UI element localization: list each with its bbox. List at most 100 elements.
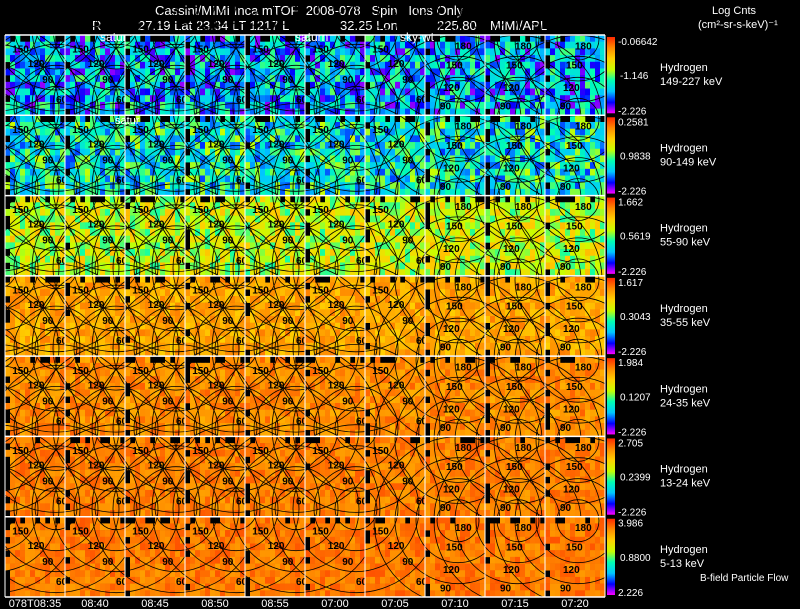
heatmap-cell bbox=[180, 309, 186, 317]
heatmap-cell bbox=[90, 168, 96, 176]
heatmap-cell bbox=[340, 148, 346, 156]
heatmap-cell bbox=[580, 75, 586, 83]
heatmap-cell bbox=[275, 309, 281, 317]
heatmap-cell bbox=[135, 295, 141, 303]
heatmap-cell bbox=[35, 302, 41, 310]
heatmap-cell bbox=[15, 55, 21, 63]
heatmap-cell bbox=[400, 68, 406, 76]
heatmap-cell bbox=[515, 148, 521, 156]
heatmap-cell bbox=[430, 255, 436, 263]
heatmap-cell bbox=[560, 88, 566, 96]
heatmap-cell bbox=[150, 101, 156, 109]
heatmap-cell bbox=[345, 68, 351, 76]
heatmap-cell bbox=[345, 148, 351, 156]
heatmap-cell bbox=[110, 316, 116, 323]
heatmap-cell bbox=[595, 48, 601, 56]
heatmap-cell bbox=[75, 182, 81, 190]
heatmap-cell bbox=[570, 41, 576, 49]
heatmap-cell bbox=[250, 269, 256, 277]
heatmap-cell bbox=[70, 215, 76, 223]
heatmap-cell bbox=[100, 269, 106, 277]
heatmap-cell bbox=[415, 81, 421, 89]
heatmap-cell bbox=[200, 302, 206, 310]
heatmap-cell bbox=[105, 342, 111, 350]
heatmap-cell bbox=[495, 75, 501, 83]
heatmap-cell bbox=[490, 88, 496, 96]
heatmap-cell bbox=[545, 68, 551, 76]
heatmap-cell bbox=[180, 175, 186, 183]
heatmap-cell bbox=[20, 148, 26, 156]
heatmap-cell bbox=[545, 115, 551, 123]
heatmap-cell bbox=[10, 269, 16, 277]
heatmap-cell bbox=[260, 342, 266, 350]
heatmap-cell bbox=[35, 275, 41, 283]
heatmap-cell bbox=[75, 175, 81, 183]
contour-line bbox=[253, 0, 339, 70]
heatmap-cell bbox=[200, 41, 206, 49]
heatmap-cell bbox=[420, 35, 426, 42]
heatmap-cell bbox=[560, 202, 566, 210]
heatmap-cell bbox=[80, 55, 86, 63]
heatmap-cell bbox=[30, 182, 36, 190]
heatmap-cell bbox=[265, 215, 271, 223]
heatmap-cell bbox=[55, 289, 61, 297]
contour-line bbox=[13, 0, 99, 70]
heatmap-cell bbox=[155, 215, 161, 223]
heatmap-cell bbox=[285, 101, 291, 109]
heatmap-cell bbox=[325, 202, 331, 210]
contour-line bbox=[112, 0, 240, 91]
heatmap-cell bbox=[220, 249, 226, 257]
heatmap-cell bbox=[540, 142, 546, 150]
heatmap-cell bbox=[25, 262, 31, 270]
heatmap-cell bbox=[85, 249, 91, 257]
heatmap-cell bbox=[390, 101, 396, 109]
heatmap-cell bbox=[490, 75, 496, 83]
heatmap-cell bbox=[105, 168, 111, 176]
heatmap-cell bbox=[230, 148, 236, 156]
heatmap-cell bbox=[505, 135, 511, 143]
heatmap-cell bbox=[170, 175, 176, 183]
heatmap-cell bbox=[280, 175, 286, 183]
heatmap-cell bbox=[100, 148, 106, 156]
heatmap-cell bbox=[40, 162, 46, 170]
heatmap-cell bbox=[230, 155, 236, 163]
heatmap-cell bbox=[50, 95, 56, 103]
heatmap-cell bbox=[140, 329, 146, 337]
heatmap-cell bbox=[600, 175, 606, 183]
contour-line bbox=[253, 64, 339, 150]
heatmap-cell bbox=[315, 215, 321, 223]
heatmap-cell bbox=[215, 295, 221, 303]
heatmap-cell bbox=[220, 81, 226, 89]
heatmap-cell bbox=[455, 202, 461, 210]
heatmap-cell bbox=[165, 275, 171, 283]
heatmap-cell bbox=[320, 95, 326, 103]
heatmap-cell bbox=[165, 342, 171, 350]
heatmap-cell bbox=[265, 142, 271, 150]
heatmap-cell bbox=[225, 175, 231, 183]
contour-label: 60 bbox=[356, 256, 368, 267]
heatmap-cell bbox=[500, 155, 506, 163]
heatmap-cell bbox=[45, 61, 51, 69]
heatmap-cell bbox=[240, 302, 246, 310]
heatmap-cell bbox=[365, 95, 371, 103]
heatmap-cell bbox=[410, 48, 416, 56]
heatmap-cell bbox=[180, 48, 186, 56]
heatmap-cell bbox=[430, 235, 436, 243]
heatmap-cell bbox=[370, 75, 376, 83]
heatmap-cell bbox=[580, 269, 586, 277]
heatmap-cell bbox=[120, 61, 126, 69]
heatmap-cell bbox=[20, 41, 26, 49]
heatmap-cell bbox=[320, 128, 326, 136]
heatmap-cell bbox=[480, 68, 486, 76]
heatmap-cell bbox=[240, 202, 246, 210]
contour-label: 90 bbox=[440, 182, 452, 193]
heatmap-cell bbox=[405, 235, 411, 243]
heatmap-cell bbox=[15, 295, 21, 303]
heatmap-cell bbox=[75, 262, 81, 270]
heatmap-cell bbox=[570, 235, 576, 243]
heatmap-cell bbox=[275, 202, 281, 210]
heatmap-cell bbox=[25, 235, 31, 243]
heatmap-cell bbox=[55, 215, 61, 223]
heatmap-cell bbox=[325, 75, 331, 83]
heatmap-cell bbox=[370, 41, 376, 49]
